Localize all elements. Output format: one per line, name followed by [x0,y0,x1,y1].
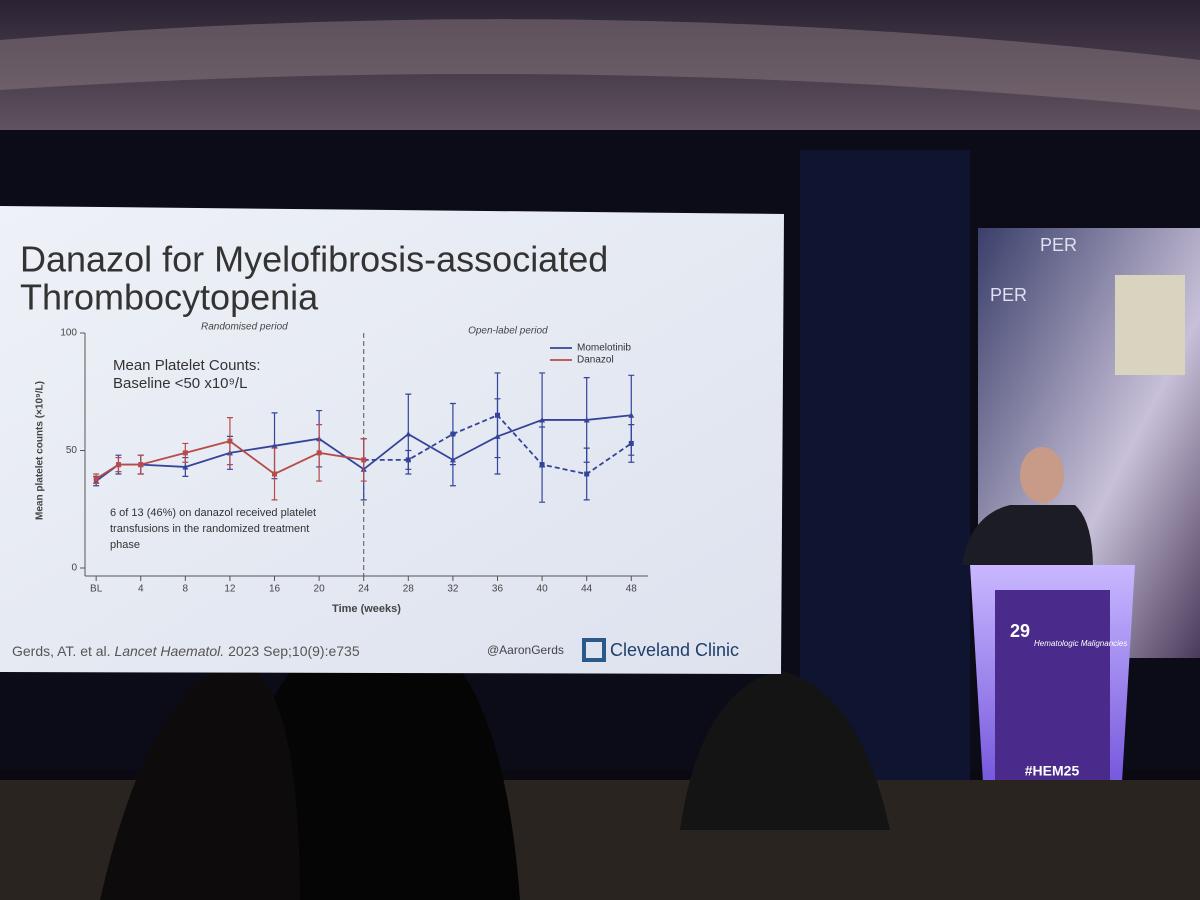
x-tick-label: 24 [358,584,370,595]
x-tick-label: BL [90,584,103,595]
marker [494,412,500,418]
marker [361,457,367,463]
speaker [962,505,1093,565]
annotation: Mean Platelet Counts: [113,357,261,374]
period-label: Randomised period [201,322,288,333]
x-tick-label: 8 [183,584,189,595]
audience-head [230,618,520,900]
slide: Danazol for Myelofibrosis-associated Thr… [0,206,784,674]
marker [450,431,456,437]
x-tick-label: 48 [626,584,638,595]
podium-number: 29 [1010,621,1030,641]
x-tick-label: 16 [269,584,281,595]
period-label: Open-label period [468,326,548,337]
x-tick-label: 12 [224,584,236,595]
marker [628,440,634,446]
speaker-head [1020,447,1064,503]
audience-head [100,662,300,900]
annotation: 6 of 13 (46%) on danazol received platel… [110,507,316,519]
banner-text: PER [1040,235,1077,255]
citation: Gerds, AT. et al. Lancet Haematol. 2023 … [12,643,360,659]
marker [539,462,545,468]
marker [628,412,635,418]
y-tick-label: 0 [71,563,77,574]
x-tick-label: 36 [492,584,504,595]
marker [227,438,233,444]
series-line [95,414,632,482]
brand-logo [582,638,606,662]
x-tick-label: 32 [447,584,459,595]
marker [115,462,121,468]
marker [583,416,590,423]
citation-ref: 2023 Sep;10(9):e735 [228,643,360,659]
marker [405,457,411,463]
x-tick-label: 28 [403,584,415,595]
x-tick-label: 20 [314,584,326,595]
banner-logo [1115,275,1185,375]
annotation: phase [110,539,140,551]
marker [182,463,189,470]
marker [93,476,99,482]
legend-label: Momelotinib [577,343,631,354]
brand: Cleveland Clinic [610,640,739,660]
slide-title: Thrombocytopenia [20,277,319,318]
marker [138,462,144,468]
ceiling-trim [0,19,1200,110]
series-line [95,440,364,480]
citation-authors: Gerds, AT. et al. [12,643,111,659]
podium-panel [995,590,1110,790]
x-tick-label: 4 [138,584,144,595]
slide-background [0,206,784,674]
marker [539,416,546,423]
y-tick-label: 100 [60,328,77,339]
x-axis-label: Time (weeks) [332,603,401,615]
curtain-folds [800,150,970,790]
y-tick-label: 50 [66,445,78,456]
marker [271,442,278,449]
podium-title: Hematologic Malignancies [1034,639,1127,648]
marker [584,471,590,477]
marker [182,450,188,456]
audience-head [680,670,890,830]
annotation: transfusions in the randomized treatment [110,523,309,535]
citation-journal: Lancet Haematol. [114,643,224,659]
marker [405,431,412,437]
handle: @AaronGerds [487,643,564,657]
x-tick-label: 44 [581,584,593,595]
podium-hashtag: #HEM25 [1025,763,1080,779]
x-tick-label: 40 [537,584,549,595]
y-axis-label: Mean platelet counts (×10⁹/L) [35,381,46,520]
marker [272,471,278,477]
marker [316,450,322,456]
legend-label: Danazol [577,355,614,366]
annotation: Baseline <50 x10⁹/L [113,375,247,392]
slide-title: Danazol for Myelofibrosis-associated [20,239,608,280]
banner-text: PER [990,285,1027,305]
